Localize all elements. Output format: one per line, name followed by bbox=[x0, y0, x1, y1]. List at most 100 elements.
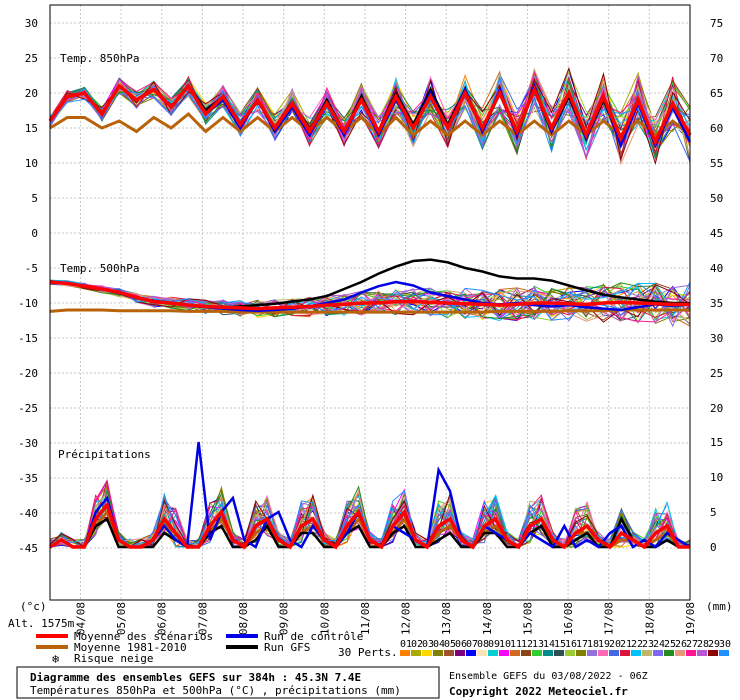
pert-legend-label: 01 bbox=[400, 639, 412, 650]
left-tick-label: -10 bbox=[18, 297, 38, 310]
pert-legend-label: 27 bbox=[686, 639, 698, 650]
x-axis-date-labels: 04/08 05/08 06/08 07/08 08/08 09/08 10/08 11/08… bbox=[74, 602, 697, 635]
pert-legend-swatch bbox=[466, 650, 476, 656]
right-tick-label: 70 bbox=[710, 52, 723, 65]
altitude-label: Alt. 1575m bbox=[8, 617, 75, 630]
pert-legend-label: 13 bbox=[532, 639, 544, 650]
legend-label-gfs: Run GFS bbox=[264, 641, 310, 654]
left-tick-label: -20 bbox=[18, 367, 38, 380]
left-tick-label: 25 bbox=[25, 52, 38, 65]
pert-legend-swatch bbox=[719, 650, 729, 656]
x-date-label: 10/08 bbox=[318, 602, 331, 635]
pert-legend-swatch bbox=[686, 650, 696, 656]
x-date-label: 05/08 bbox=[115, 602, 128, 635]
x-date-label: 09/08 bbox=[278, 602, 291, 635]
pert-legend-swatch bbox=[653, 650, 663, 656]
x-date-label: 11/08 bbox=[359, 602, 372, 635]
pert-legend-swatch bbox=[609, 650, 619, 656]
pert-legend-label: 12 bbox=[521, 639, 533, 650]
left-tick-label: -30 bbox=[18, 437, 38, 450]
pert-legend-swatch bbox=[675, 650, 685, 656]
legend-label-mean: Moyenne des scénarios bbox=[74, 630, 213, 643]
left-tick-label: 5 bbox=[31, 192, 38, 205]
pert-legend-label: 03 bbox=[422, 639, 434, 650]
t850-mean-line bbox=[48, 83, 692, 147]
right-tick-label: 45 bbox=[710, 227, 723, 240]
pert-legend-label: 04 bbox=[433, 639, 445, 650]
right-tick-label: 0 bbox=[710, 541, 717, 554]
right-tick-label: 50 bbox=[710, 192, 723, 205]
pert-legend-swatch bbox=[642, 650, 652, 656]
left-tick-label: -35 bbox=[18, 472, 38, 485]
pert-legend-label: 30 bbox=[719, 639, 731, 650]
pert-legend-swatch bbox=[664, 650, 674, 656]
pert-legend-label: 14 bbox=[543, 639, 555, 650]
pert-legend-label: 19 bbox=[598, 639, 610, 650]
x-date-label: 12/08 bbox=[400, 602, 413, 635]
right-tick-label: 40 bbox=[710, 262, 723, 275]
pert-legend-swatch bbox=[708, 650, 718, 656]
x-date-label: 16/08 bbox=[562, 602, 575, 635]
x-date-label: 19/08 bbox=[684, 602, 697, 635]
x-date-label: 15/08 bbox=[521, 602, 534, 635]
left-unit-label: (°c) bbox=[20, 600, 47, 613]
right-tick-label: 15 bbox=[710, 436, 723, 449]
pert-legend-swatch bbox=[631, 650, 641, 656]
legend-label-snow: Risque neige bbox=[74, 652, 153, 665]
legend-label-climatology: Moyenne 1981-2010 bbox=[74, 641, 187, 654]
pert-legend-label: 22 bbox=[631, 639, 643, 650]
right-tick-label: 75 bbox=[710, 17, 723, 30]
x-date-label: 14/08 bbox=[481, 602, 494, 635]
pert-legend-swatch bbox=[455, 650, 465, 656]
t500-mean-line bbox=[49, 280, 690, 311]
pert-legend-label: 02 bbox=[411, 639, 423, 650]
pert-legend-label: 28 bbox=[697, 639, 709, 650]
pert-legend-swatch bbox=[433, 650, 443, 656]
right-tick-label: 65 bbox=[710, 87, 723, 100]
pert-legend-swatch bbox=[400, 650, 410, 656]
pert-legend-swatch bbox=[543, 650, 553, 656]
pert-legend-label: 07 bbox=[466, 639, 478, 650]
pert-legend-swatch bbox=[598, 650, 608, 656]
snowflake-icon: ❄ bbox=[52, 652, 59, 666]
x-date-label: 04/08 bbox=[74, 602, 87, 635]
pert-legend-label: 06 bbox=[455, 639, 467, 650]
pert-legend-swatch bbox=[554, 650, 564, 656]
panel-label-t500: Temp. 500hPa bbox=[60, 262, 139, 275]
pert-legend-label: 05 bbox=[444, 639, 456, 650]
x-date-label: 06/08 bbox=[156, 602, 169, 635]
pert-t850-line bbox=[49, 76, 691, 154]
pert-legend-swatch bbox=[620, 650, 630, 656]
pert-legend-swatch bbox=[411, 650, 421, 656]
x-date-label: 08/08 bbox=[237, 602, 250, 635]
panel-label-t850: Temp. 850hPa bbox=[60, 52, 139, 65]
left-tick-label: -5 bbox=[25, 262, 38, 275]
pert-legend-label: 21 bbox=[620, 639, 632, 650]
main-series-lines bbox=[48, 82, 692, 550]
legend: Moyenne des scénarios Moyenne 1981-2010 … bbox=[36, 630, 731, 666]
pert-legend-label: 26 bbox=[675, 639, 687, 650]
pert-legend-label: 17 bbox=[576, 639, 588, 650]
pert-legend-label: 25 bbox=[664, 639, 676, 650]
pert-legend-swatch bbox=[444, 650, 454, 656]
precip-gfs-line bbox=[49, 516, 690, 549]
footer-subtitle: Températures 850hPa et 500hPa (°C) , pré… bbox=[30, 684, 401, 697]
pert-legend-label: 15 bbox=[554, 639, 566, 650]
left-axis-ticks: 30 25 20 15 10 5 0 -5 -10 -15 -20 -25 -30 -35 -40 -45 bbox=[18, 17, 38, 555]
x-date-label: 13/08 bbox=[440, 602, 453, 635]
pert-precip-line bbox=[49, 479, 691, 548]
left-tick-label: 30 bbox=[25, 17, 38, 30]
x-date-label: 18/08 bbox=[643, 602, 656, 635]
pert-legend-swatch bbox=[422, 650, 432, 656]
pert-legend-swatch bbox=[565, 650, 575, 656]
pert-legend-swatch bbox=[499, 650, 509, 656]
right-tick-label: 25 bbox=[710, 367, 723, 380]
right-tick-label: 55 bbox=[710, 157, 723, 170]
x-date-label: 17/08 bbox=[603, 602, 616, 635]
left-tick-label: 10 bbox=[25, 157, 38, 170]
pert-legend-swatch bbox=[576, 650, 586, 656]
left-tick-label: 0 bbox=[31, 227, 38, 240]
right-tick-label: 5 bbox=[710, 506, 717, 519]
x-date-label: 07/08 bbox=[196, 602, 209, 635]
